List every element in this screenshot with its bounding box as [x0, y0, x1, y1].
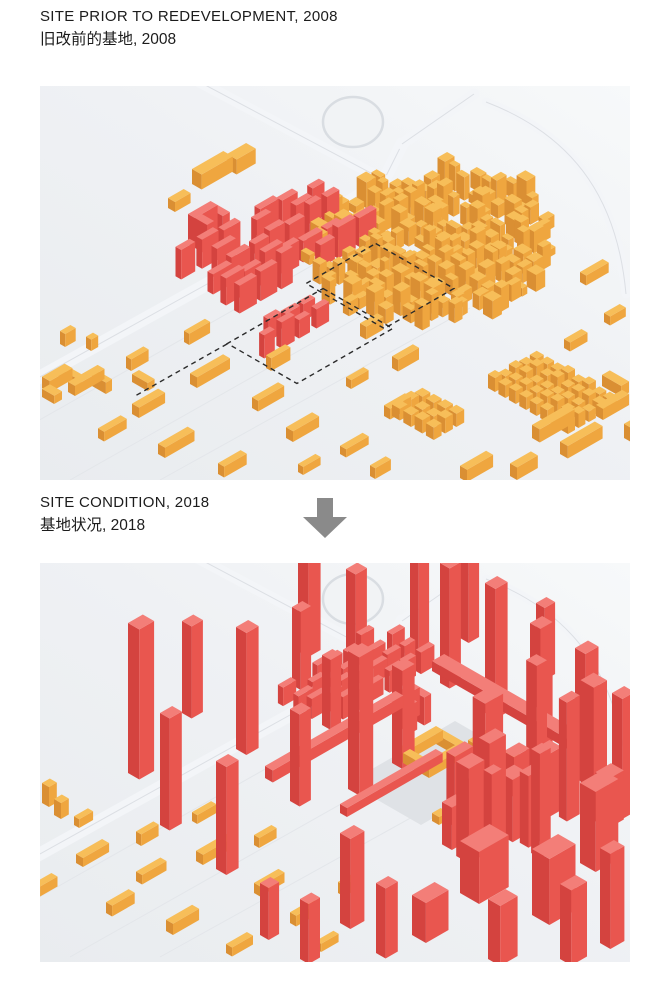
section-title-before-zh: 旧改前的基地, 2008	[40, 31, 177, 48]
down-arrow-stem	[317, 498, 333, 517]
section-title-after-zh: 基地状况, 2018	[40, 517, 146, 534]
massing-model-2008	[40, 86, 630, 480]
massing-model-2018	[40, 563, 630, 962]
down-arrow-icon	[303, 498, 347, 538]
section-title-after-en: SITE CONDITION, 2018	[40, 494, 210, 511]
section-title-after: SITE CONDITION, 2018 基地状况, 2018	[40, 491, 209, 537]
axonometric-scene-2018-icon	[40, 563, 630, 962]
axonometric-scene-2008-icon	[40, 86, 630, 480]
section-title-before: SITE PRIOR TO REDEVELOPMENT, 2008 旧改前的基地…	[40, 5, 338, 51]
section-title-before-en: SITE PRIOR TO REDEVELOPMENT, 2008	[40, 8, 338, 25]
down-arrow-head	[303, 517, 347, 538]
